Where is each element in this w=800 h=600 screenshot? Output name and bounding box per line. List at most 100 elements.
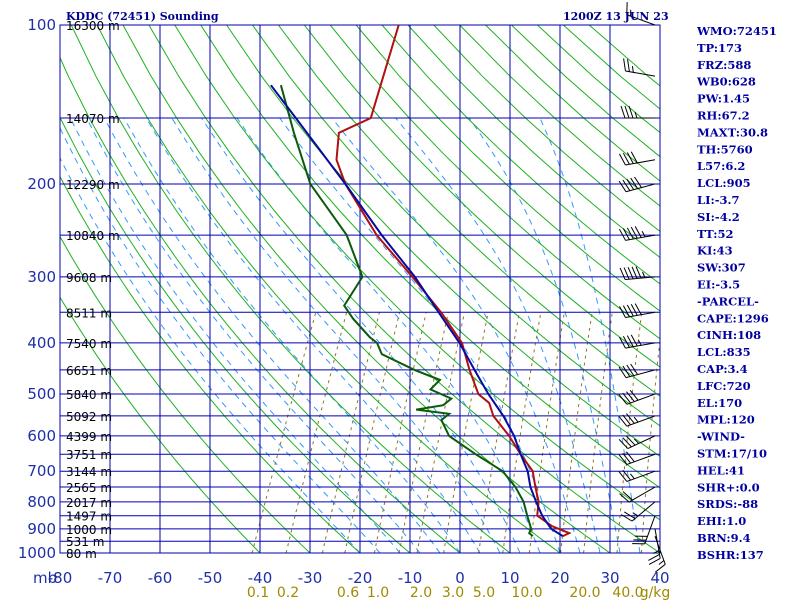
temperature-tick-label: -40 (248, 569, 273, 587)
index-line: WMO:72451 (696, 24, 777, 38)
moist-adiabat (60, 126, 381, 553)
height-label: 5092 m (66, 410, 112, 424)
index-line: -WIND- (697, 430, 745, 444)
moist-adiabat (331, 117, 581, 553)
height-label: 3144 m (66, 465, 112, 479)
wind-barb (618, 226, 656, 241)
index-line: MPL:120 (697, 413, 755, 427)
chart-title: KDDC (72451) Sounding (66, 10, 219, 23)
sounding-indices: WMO:72451 TP:173 FRZ:588 WB0:628 PW:1.45 RH:6… (696, 24, 777, 562)
dry-adiabat (96, 25, 561, 553)
dry-adiabat (562, 25, 660, 110)
pressure-tick-label: 800 (27, 493, 56, 511)
mixing-ratio-line (443, 312, 489, 553)
height-label: 7540 m (66, 337, 112, 351)
plot-frame (59, 24, 661, 554)
dry-adiabat (174, 25, 660, 521)
height-label: 531 m (66, 535, 104, 549)
wind-barb (618, 451, 656, 465)
index-line: SHR+:0.0 (697, 480, 760, 494)
index-line: TP:173 (697, 41, 742, 55)
height-label: 9608 m (66, 271, 112, 285)
wind-barb (620, 105, 655, 119)
temperature-tick-label: -80 (48, 569, 73, 587)
mixing-ratio-label: 0.1 (247, 585, 269, 600)
dry-adiabat (511, 25, 660, 158)
index-line: PW:1.45 (697, 92, 750, 106)
wind-barb (623, 58, 656, 77)
mixing-ratio-label: 40.0 (612, 585, 643, 600)
wind-barbs (618, 2, 666, 573)
mixing-ratio-line (528, 312, 565, 553)
mixing-ratio-label: 0.2 (277, 585, 299, 600)
mixing-ratio-label: 2.0 (410, 585, 432, 600)
wind-barb (618, 334, 656, 349)
temperature-tick-label: 0 (455, 569, 465, 587)
wind-barb (626, 2, 656, 26)
temperature-tick-label: -70 (98, 569, 123, 587)
index-line: SI:-4.2 (697, 210, 740, 224)
height-label: 6651 m (66, 364, 112, 378)
mixing-ratio-line (478, 312, 520, 553)
dry-adiabat (70, 25, 511, 553)
wind-barb (619, 486, 656, 503)
mixing-ratio-lines (251, 312, 660, 553)
mixing-ratio-line (251, 312, 317, 553)
wind-barb (618, 435, 656, 449)
index-line: CINH:108 (697, 328, 761, 342)
wind-barb (618, 363, 656, 379)
height-label: 2017 m (66, 496, 112, 510)
index-line: STM:17/10 (697, 447, 767, 461)
index-line: LCL:905 (697, 176, 751, 190)
dewpoint-trace (279, 84, 534, 537)
moist-adiabat (145, 117, 481, 553)
index-line: EHI:1.0 (697, 514, 746, 528)
wind-barb (648, 528, 661, 565)
index-line: KI:43 (697, 244, 733, 258)
index-line: LFC:720 (697, 379, 751, 393)
height-label: 1497 m (66, 510, 112, 524)
mixing-ratio-label: 20.0 (569, 585, 600, 600)
temperature-tick-label: 20 (550, 569, 569, 587)
temperature-tick-label: -50 (198, 569, 223, 587)
sounding-profiles (270, 25, 572, 538)
height-label: 3751 m (66, 448, 112, 462)
pressure-tick-label: 200 (27, 175, 56, 193)
index-line: HEL:41 (697, 463, 745, 477)
temperature-tick-label: -60 (148, 569, 173, 587)
pressure-tick-label: 700 (27, 462, 56, 480)
index-line: LCL:835 (697, 345, 751, 359)
height-label: 2565 m (66, 481, 112, 495)
wind-barb (618, 151, 656, 166)
index-line: RH:67.2 (697, 109, 750, 123)
mixing-ratio-line (285, 312, 348, 553)
moist-adiabat (395, 117, 601, 553)
height-label: 5840 m (66, 388, 112, 402)
mixing-ratio-label: 0.6 (337, 585, 359, 600)
pressure-tick-label: 1000 (18, 544, 56, 562)
pressure-tick-label: 100 (27, 16, 56, 34)
mixing-ratio-line (398, 312, 449, 553)
height-label: 8511 m (66, 306, 112, 320)
height-label: 12290 m (66, 178, 120, 192)
index-line: WB0:628 (696, 75, 756, 89)
height-label: 4399 m (66, 430, 112, 444)
mixing-ratio-label: 3.0 (442, 585, 464, 600)
temperature-tick-label: -20 (348, 569, 373, 587)
pressure-tick-label: 400 (27, 334, 56, 352)
height-label: 16300 m (66, 19, 120, 33)
index-line: FRZ:588 (697, 58, 751, 72)
mixing-ratio-label: g/kg (640, 585, 671, 600)
pressure-tick-label: 300 (27, 268, 56, 286)
dry-adiabat (122, 25, 611, 553)
index-line: BSHR:137 (697, 548, 764, 562)
index-line: SRDS:-88 (697, 497, 758, 511)
mixing-ratio-line (344, 312, 401, 553)
mixing-ratio-label: 5.0 (473, 585, 495, 600)
temperature-tick-label: 10 (500, 569, 519, 587)
height-label: 10840 m (66, 229, 120, 243)
index-line: TT:52 (697, 227, 734, 241)
mixing-ratio-line (502, 312, 542, 553)
